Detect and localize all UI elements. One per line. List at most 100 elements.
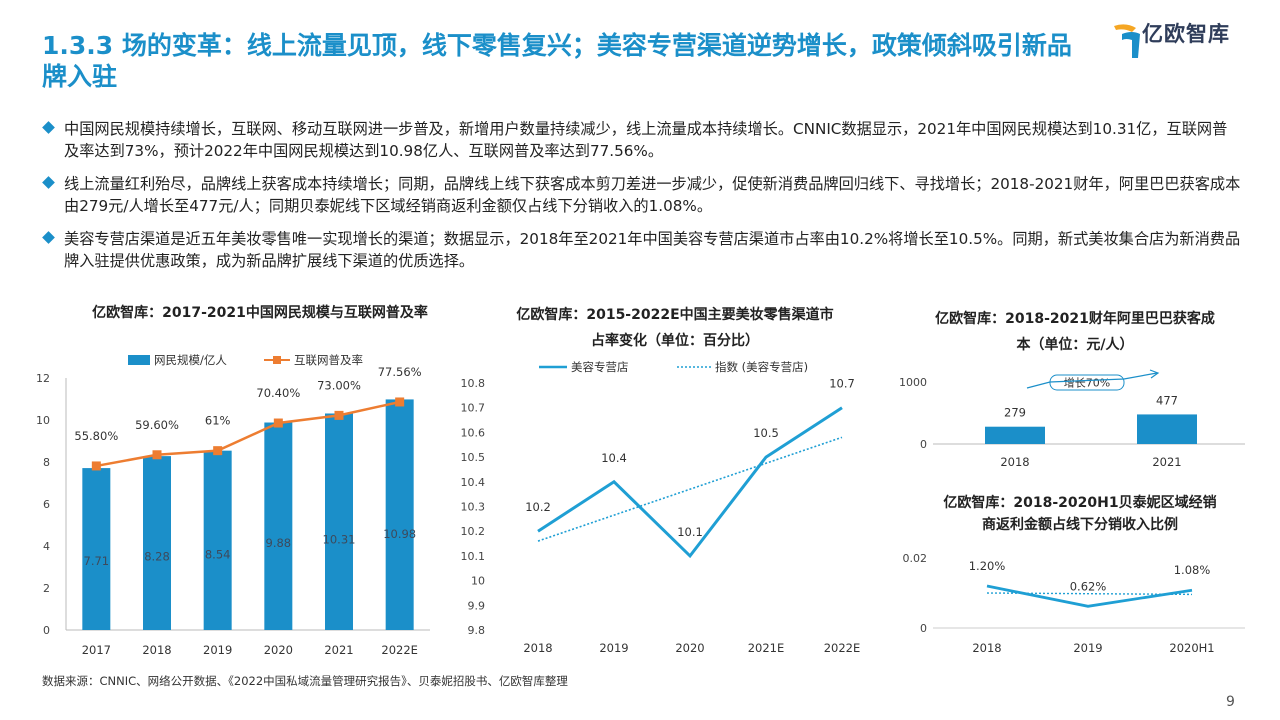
chart1-rate-label: 70.40% xyxy=(256,386,300,400)
chart1-legend-bar-label: 网民规模/亿人 xyxy=(154,353,227,367)
chart2-y-tick: 10.2 xyxy=(461,525,486,538)
chart1-legend-bar-swatch xyxy=(128,355,150,365)
chart1-bar-label: 8.54 xyxy=(205,547,231,561)
chart2-x-tick: 2018 xyxy=(523,641,552,655)
source-note: 数据来源：CNNIC、网络公开数据、《2022中国私域流量管理研究报告》、贝泰妮… xyxy=(42,674,568,688)
chart1-rate-label: 55.80% xyxy=(74,429,118,443)
chart1-rate-label: 77.56% xyxy=(378,365,422,379)
chart1-bar-label: 10.31 xyxy=(323,532,356,546)
chart1-bar xyxy=(264,422,293,630)
chart2-data-label: 10.1 xyxy=(677,525,703,539)
chart1-x-tick: 2022E xyxy=(381,643,418,657)
chart4-botanee-rebate: 0 0.02 1.20% 2018 0.62% 2019 1.08% 2020H1 xyxy=(903,552,1245,655)
chart1-rate-marker xyxy=(273,418,283,428)
chart4-y-tick: 0 xyxy=(920,622,927,635)
bullet-item: 线上流量红利殆尽，品牌线上获客成本持续增长；同期，品牌线上线下获客成本剪刀差进一… xyxy=(42,173,1242,217)
chart1-y-tick: 8 xyxy=(43,456,50,469)
chart3-x-tick: 2018 xyxy=(1000,455,1029,469)
chart1-bar-label: 9.88 xyxy=(266,536,292,550)
chart3-bar-label: 477 xyxy=(1156,393,1178,407)
chart3-annotation-label: 增长70% xyxy=(1064,376,1110,390)
chart1-y-tick: 0 xyxy=(43,624,50,637)
chart1-bar xyxy=(82,468,111,630)
chart2-data-label: 10.5 xyxy=(753,426,779,440)
chart2-y-tick: 10.3 xyxy=(461,501,486,514)
chart1-bar xyxy=(143,456,171,630)
chart2-x-tick: 2021E xyxy=(748,641,785,655)
chart4-data-label: 0.62% xyxy=(1070,579,1107,593)
chart2-y-tick: 10.7 xyxy=(461,402,486,415)
chart4-y-tick: 0.02 xyxy=(903,552,928,565)
chart1-bar-label: 10.98 xyxy=(383,527,416,541)
chart3-bar xyxy=(1137,414,1197,444)
chart2-x-tick: 2020 xyxy=(675,641,704,655)
chart1-netizen-scale: 0 2 4 6 8 10 12 网民规模/亿人 互联网普及率 7.71 2017 8.28 2018 8.… xyxy=(36,353,430,657)
chart3-bar xyxy=(985,426,1045,444)
chart2-y-tick: 9.8 xyxy=(468,624,486,637)
chart1-x-tick: 2018 xyxy=(142,643,171,657)
chart1-bar-label: 8.28 xyxy=(144,549,170,563)
chart2-y-tick: 10.4 xyxy=(461,476,486,489)
chart2-y-tick: 10.6 xyxy=(461,426,486,439)
logo-text: 亿欧智库 xyxy=(1142,22,1230,46)
chart1-legend-line-label: 互联网普及率 xyxy=(294,353,363,367)
chart4-data-label: 1.20% xyxy=(969,559,1006,573)
chart3-bar-label: 279 xyxy=(1004,406,1026,420)
chart4-x-tick: 2020H1 xyxy=(1169,641,1214,655)
chart1-y-tick: 4 xyxy=(43,540,50,553)
chart1-legend-line-marker xyxy=(273,356,281,364)
chart2-x-tick: 2019 xyxy=(599,641,628,655)
chart1-rate-label: 59.60% xyxy=(135,418,179,432)
bullet-item: 中国网民规模持续增长，互联网、移动互联网进一步普及，新增用户数量持续减少，线上流… xyxy=(42,118,1242,162)
chart4-data-label: 1.08% xyxy=(1174,563,1211,577)
page-title: 1.3.3 场的变革：线上流量见顶，线下零售复兴；美容专营渠道逆势增长，政策倾斜… xyxy=(42,31,1072,91)
chart2-market-share: 9.8 9.9 10 10.1 10.2 10.3 10.4 10.5 10.6 10.7 10.8… xyxy=(461,360,861,655)
chart2-data-label: 10.7 xyxy=(829,377,855,391)
chart2-y-tick: 10.5 xyxy=(461,451,486,464)
chart1-rate-label: 61% xyxy=(205,414,231,428)
chart2-trend-line xyxy=(537,436,843,542)
diamond-bullet-icon xyxy=(42,121,55,134)
chart1-y-tick: 10 xyxy=(36,414,50,427)
chart2-y-tick: 9.9 xyxy=(468,599,486,612)
chart1-rate-label: 73.00% xyxy=(317,378,361,392)
chart1-rate-marker xyxy=(334,410,344,420)
chart1-x-tick: 2019 xyxy=(203,643,232,657)
chart1-rate-marker xyxy=(152,450,162,460)
bullet-item: 美容专营店渠道是近五年美妆零售唯一实现增长的渠道；数据显示，2018年至2021… xyxy=(42,228,1242,272)
chart2-data-label: 10.4 xyxy=(601,451,627,465)
chart1-x-tick: 2021 xyxy=(324,643,353,657)
bullet-list: 中国网民规模持续增长，互联网、移动互联网进一步普及，新增用户数量持续减少，线上流… xyxy=(42,118,1242,283)
diamond-bullet-icon xyxy=(42,231,55,244)
chart1-rate-marker xyxy=(91,461,101,471)
chart1-y-tick: 6 xyxy=(43,498,50,511)
chart1-y-tick: 2 xyxy=(43,582,50,595)
bullet-text: 美容专营店渠道是近五年美妆零售唯一实现增长的渠道；数据显示，2018年至2021… xyxy=(64,230,1241,270)
chart2-y-tick: 10.8 xyxy=(461,377,486,390)
chart3-x-tick: 2021 xyxy=(1152,455,1181,469)
chart1-bar xyxy=(385,399,414,630)
diamond-bullet-icon xyxy=(42,176,55,189)
chart3-arrow-head xyxy=(1149,369,1160,379)
chart3-title: 亿欧智库：2018-2021财年阿里巴巴获客成本（单位：元/人） xyxy=(935,311,1215,353)
chart3-y-tick: 1000 xyxy=(899,376,927,389)
chart4-x-tick: 2019 xyxy=(1073,641,1102,655)
chart1-y-tick: 12 xyxy=(36,372,50,385)
chart2-data-label: 10.2 xyxy=(525,500,551,514)
chart2-series-line xyxy=(537,406,843,559)
bullet-text: 线上流量红利殆尽，品牌线上获客成本持续增长；同期，品牌线上线下获客成本剪刀差进一… xyxy=(64,175,1241,215)
chart2-y-tick: 10.1 xyxy=(461,550,486,563)
chart3-alibaba-cost: 0 1000 279 2018 477 2021 增长70% xyxy=(899,369,1245,469)
chart2-legend-solid-label: 美容专营店 xyxy=(571,360,629,374)
chart1-rate-line xyxy=(96,400,400,468)
page-number: 9 xyxy=(1226,694,1235,710)
chart2-x-tick: 2022E xyxy=(824,641,861,655)
chart1-x-tick: 2017 xyxy=(82,643,111,657)
chart3-growth-arrow xyxy=(1026,372,1158,389)
chart1-x-tick: 2020 xyxy=(264,643,293,657)
bullet-text: 中国网民规模持续增长，互联网、移动互联网进一步普及，新增用户数量持续减少，线上流… xyxy=(64,120,1228,160)
chart3-y-tick: 0 xyxy=(920,438,927,451)
chart2-legend-dotted-label: 指数 (美容专营店) xyxy=(715,360,808,374)
chart4-x-tick: 2018 xyxy=(972,641,1001,655)
chart1-rate-marker xyxy=(213,446,223,456)
